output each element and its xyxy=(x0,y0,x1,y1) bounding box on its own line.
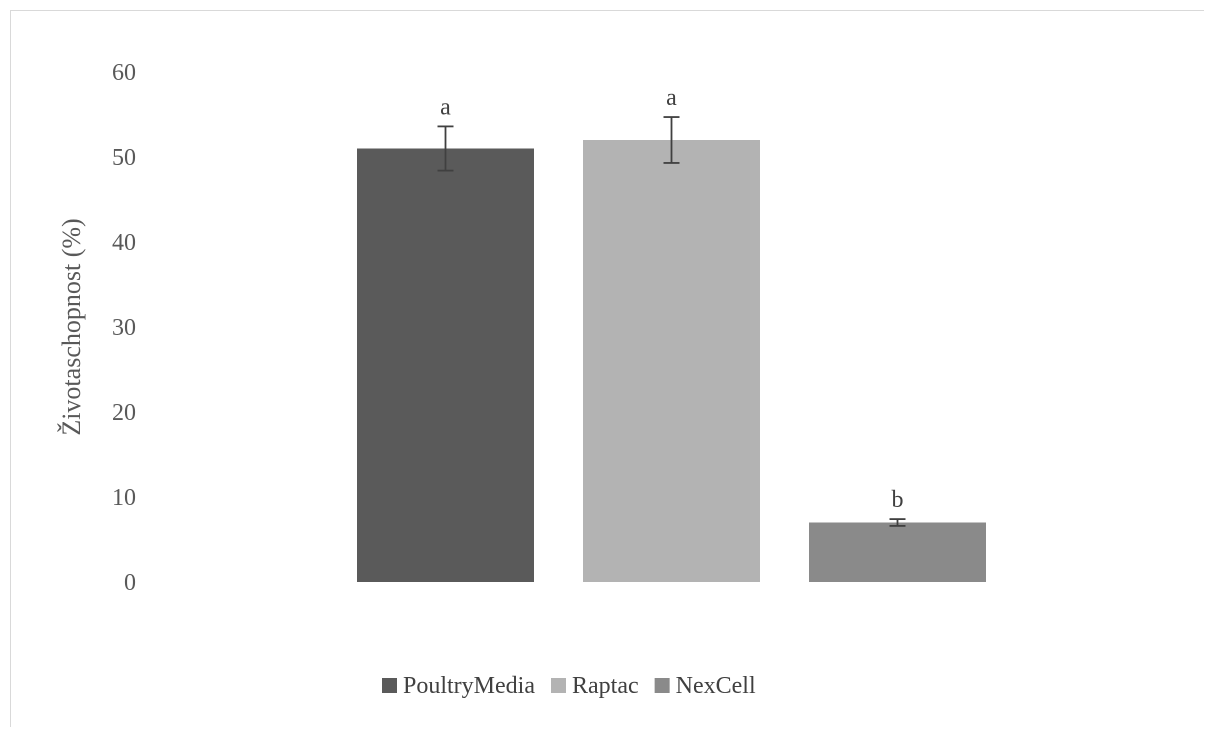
significance-label: b xyxy=(892,487,904,513)
legend-swatch xyxy=(551,678,566,693)
error-bar xyxy=(663,116,680,164)
bar-nexcell xyxy=(809,522,986,582)
legend: PoultryMedia Raptac NexCell xyxy=(382,673,756,699)
y-tick-label: 40 xyxy=(112,230,136,256)
legend-item-raptac: Raptac xyxy=(551,673,639,699)
y-tick-label: 0 xyxy=(124,570,136,596)
y-tick-label: 30 xyxy=(112,315,136,341)
legend-swatch xyxy=(654,678,670,693)
significance-label: a xyxy=(666,85,677,111)
y-tick-label: 60 xyxy=(112,60,136,86)
bars: a a b xyxy=(357,85,986,582)
y-axis-ticks: 0 10 20 30 40 50 60 xyxy=(112,60,136,596)
y-tick-label: 20 xyxy=(112,400,136,426)
legend-item-nexcell: NexCell xyxy=(654,673,756,699)
y-tick-label: 50 xyxy=(112,145,136,171)
bar-poultrymedia xyxy=(357,148,534,582)
error-bar xyxy=(437,125,454,172)
y-tick-label: 10 xyxy=(112,485,136,511)
legend-item-poultrymedia: PoultryMedia xyxy=(382,673,535,699)
legend-label: Raptac xyxy=(572,673,639,699)
legend-label: NexCell xyxy=(676,673,756,699)
legend-label: PoultryMedia xyxy=(403,673,535,699)
bar-raptac xyxy=(583,140,760,582)
significance-label: a xyxy=(440,94,451,120)
error-bar xyxy=(889,518,906,527)
legend-swatch xyxy=(382,678,397,693)
y-axis-title: Životaschopnost (%) xyxy=(57,218,86,435)
